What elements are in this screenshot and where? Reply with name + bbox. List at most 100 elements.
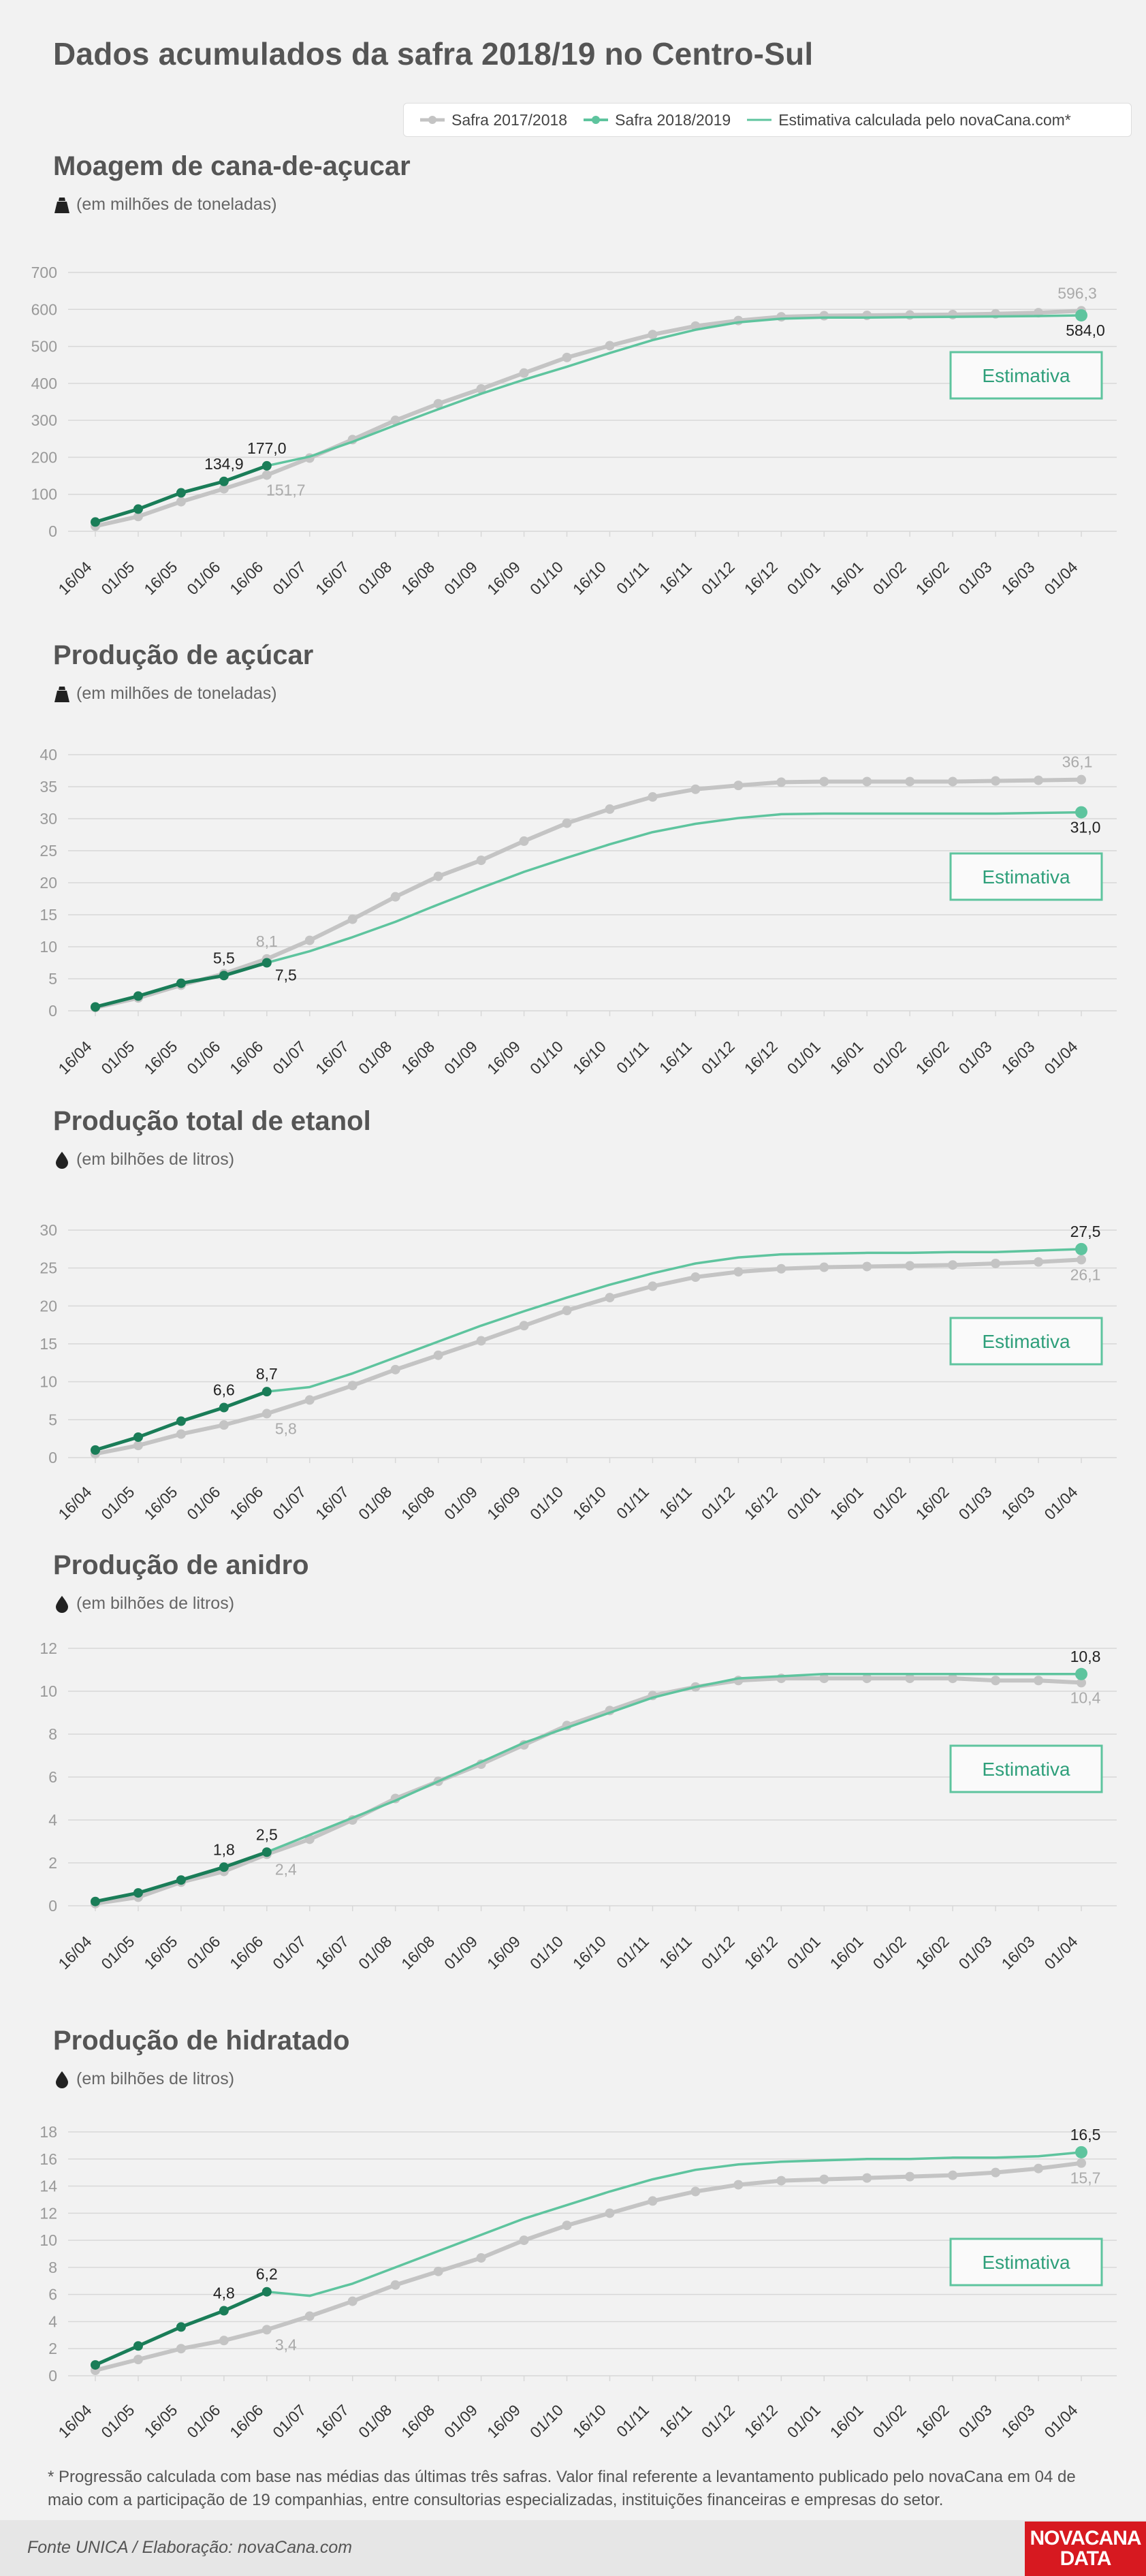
- data-point-prev: [605, 2208, 615, 2218]
- y-tick-label: 500: [31, 338, 57, 356]
- drop-icon: [56, 2071, 68, 2088]
- y-tick-label: 6: [48, 1768, 57, 1786]
- x-tick-label: 16/10: [569, 1932, 609, 1973]
- data-point-prev: [905, 776, 915, 787]
- x-tick-label: 16/03: [998, 1932, 1038, 1973]
- chart-unit-label: (em milhões de toneladas): [53, 195, 277, 215]
- series-line-estimate: [266, 2151, 1082, 2297]
- x-tick-label: 16/07: [312, 1037, 352, 1078]
- data-label-current-end: 16,5: [1070, 2126, 1101, 2143]
- legend-swatch-current: [584, 116, 609, 124]
- x-tick-label: 16/09: [483, 1037, 524, 1078]
- data-point-prev: [862, 1674, 872, 1684]
- y-tick-label: 18: [39, 2123, 57, 2141]
- data-label-prev-end: 10,4: [1070, 1688, 1101, 1706]
- data-point-prev: [991, 2167, 1001, 2178]
- data-point-prev: [304, 1395, 315, 1405]
- x-tick-label: 16/01: [827, 1483, 867, 1523]
- data-point-prev: [905, 1674, 915, 1684]
- y-tick-label: 12: [39, 1639, 57, 1657]
- data-point-current: [133, 1888, 143, 1898]
- x-tick-label: 01/12: [698, 1932, 738, 1973]
- y-tick-label: 0: [48, 1897, 57, 1915]
- chart-ylabel: (em bilhões de litros): [76, 1594, 235, 1613]
- y-tick-label: 100: [31, 486, 57, 503]
- x-tick-label: 16/08: [398, 1932, 438, 1973]
- legend-label-current: Safra 2018/2019: [615, 110, 731, 129]
- data-point-prev: [562, 1306, 572, 1316]
- series-line-estimate: [266, 1673, 1081, 1853]
- x-tick-label: 16/06: [226, 1483, 266, 1523]
- data-point-prev: [605, 341, 615, 351]
- x-tick-label: 16/03: [998, 1483, 1038, 1523]
- x-tick-label: 01/01: [784, 1483, 824, 1523]
- data-point-prev: [733, 1267, 744, 1277]
- data-point-prev: [648, 2196, 658, 2206]
- x-tick-label: 16/05: [140, 1037, 180, 1078]
- data-point-current: [261, 1847, 272, 1857]
- x-tick-label: 16/02: [912, 1932, 953, 1973]
- data-point-prev: [905, 2171, 915, 2182]
- data-point-prev: [905, 1261, 915, 1271]
- x-tick-label: 01/02: [870, 1932, 910, 1973]
- footer: Fonte UNICA / Elaboração: novaCana.com N…: [0, 2520, 1146, 2576]
- x-tick-label: 01/06: [183, 2401, 223, 2441]
- data-point-prev: [862, 2173, 872, 2183]
- x-tick-label: 01/10: [526, 2401, 567, 2441]
- x-tick-label: 01/02: [870, 1483, 910, 1523]
- data-point-current: [261, 2287, 272, 2297]
- x-tick-label: 01/11: [613, 558, 652, 597]
- x-tick-label: 01/04: [1040, 558, 1081, 598]
- x-tick-label: 16/05: [140, 1932, 180, 1973]
- data-point-prev: [690, 1272, 701, 1283]
- x-tick-label: 16/05: [140, 2401, 180, 2441]
- data-point-prev: [690, 784, 701, 794]
- y-tick-label: 30: [39, 810, 57, 828]
- y-tick-label: 10: [39, 2231, 57, 2249]
- y-tick-label: 2: [48, 1854, 57, 1872]
- x-tick-label: 01/03: [955, 558, 996, 598]
- x-tick-label: 01/11: [613, 1932, 652, 1972]
- data-point-prev: [476, 2252, 486, 2263]
- data-point-final-estimate: [1075, 1667, 1087, 1680]
- chart-unit-label: (em bilhões de litros): [53, 2069, 234, 2089]
- y-tick-label: 0: [48, 522, 57, 540]
- x-tick-label: 01/12: [698, 1037, 738, 1078]
- data-point-prev: [476, 855, 486, 866]
- x-tick-label: 01/10: [526, 558, 567, 598]
- data-point-prev: [1077, 2158, 1086, 2168]
- data-label-prev-end: 596,3: [1057, 284, 1097, 302]
- x-tick-label: 01/10: [526, 1037, 567, 1078]
- data-point-prev: [819, 2174, 829, 2184]
- data-point-prev: [648, 1281, 658, 1291]
- data-point-current: [261, 958, 272, 968]
- x-tick-label: 01/08: [355, 558, 395, 598]
- data-label-current-1606: 177,0: [247, 439, 287, 457]
- data-point-current: [219, 476, 229, 486]
- data-point-current: [219, 971, 229, 981]
- x-tick-label: 16/06: [226, 1037, 266, 1078]
- data-label-prev-1606: 2,4: [275, 1860, 297, 1878]
- data-point-prev: [776, 2176, 786, 2186]
- x-tick-label: 01/12: [698, 1483, 738, 1523]
- x-tick-label: 16/12: [741, 558, 781, 598]
- y-tick-label: 14: [39, 2178, 57, 2195]
- y-tick-label: 12: [39, 2204, 57, 2222]
- data-point-prev: [948, 2170, 958, 2180]
- estimate-box: [949, 351, 1103, 400]
- y-tick-label: 25: [39, 1259, 57, 1277]
- data-label-current-1606: 7,5: [275, 967, 297, 984]
- x-tick-label: 01/01: [784, 1037, 824, 1078]
- x-tick-label: 01/07: [269, 558, 309, 598]
- x-tick-label: 01/04: [1040, 1037, 1081, 1078]
- x-tick-label: 01/01: [784, 558, 824, 598]
- data-point-prev: [819, 311, 829, 321]
- series-line-prev: [95, 1257, 1082, 1456]
- data-point-prev: [433, 2266, 443, 2276]
- data-point-prev: [991, 776, 1001, 786]
- x-tick-label: 01/04: [1040, 2401, 1081, 2441]
- data-point-current: [219, 2306, 229, 2316]
- y-tick-label: 8: [48, 2259, 57, 2276]
